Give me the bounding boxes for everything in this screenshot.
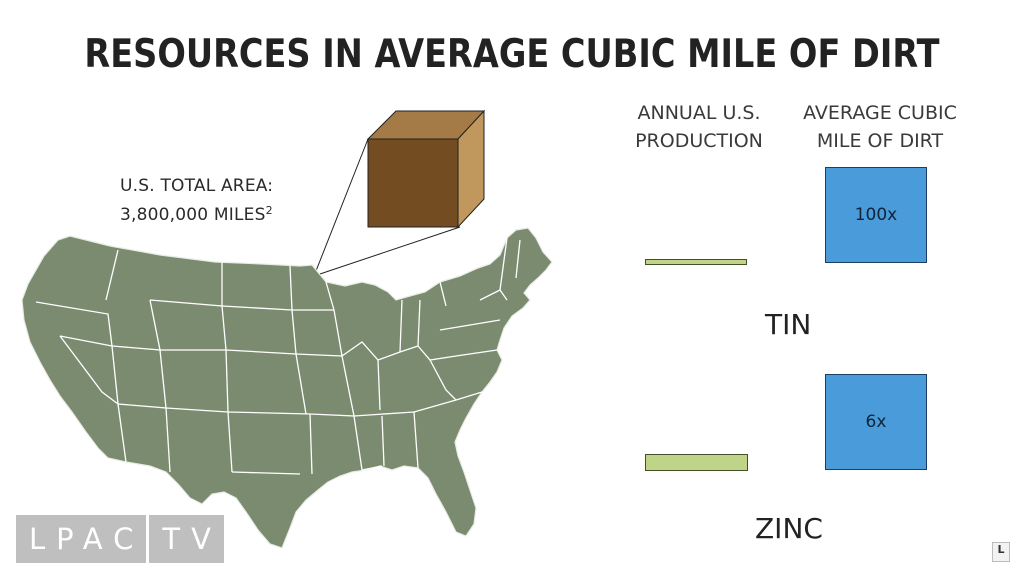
production-heading-line2: PRODUCTION xyxy=(635,130,763,152)
logo-lpac: LPAC xyxy=(16,515,147,563)
corner-badge-icon[interactable]: L xyxy=(992,542,1010,562)
zinc-label: ZINC xyxy=(755,512,823,545)
us-map-illustration xyxy=(21,109,553,549)
cube-front-face xyxy=(367,138,459,228)
lpac-tv-logo: LPAC TV xyxy=(16,515,224,563)
tin-label: TIN xyxy=(765,308,812,341)
average-cubic-mile-heading: AVERAGE CUBIC MILE OF DIRT xyxy=(782,99,978,155)
tin-multiplier: 100x xyxy=(854,205,898,225)
zinc-multiplier: 6x xyxy=(865,412,887,432)
production-heading-line1: ANNUAL U.S. xyxy=(637,102,761,124)
tin-production-bar xyxy=(645,259,747,265)
logo-tv: TV xyxy=(149,515,224,563)
dirt-heading-line2: MILE OF DIRT xyxy=(816,130,944,152)
zinc-dirt-square: 6x xyxy=(825,374,927,470)
zinc-production-bar xyxy=(645,454,748,471)
slide-title: RESOURCES IN AVERAGE CUBIC MILE OF DIRT xyxy=(84,32,940,77)
callout-line-lower xyxy=(313,226,461,277)
us-map-shape xyxy=(21,227,553,549)
area-label-line1: U.S. TOTAL AREA: xyxy=(120,176,274,196)
callout-line-upper xyxy=(313,138,369,277)
us-total-area-label: U.S. TOTAL AREA: 3,800,000 MILES2 xyxy=(120,172,273,231)
area-superscript: 2 xyxy=(265,204,273,217)
annual-us-production-heading: ANNUAL U.S. PRODUCTION xyxy=(606,99,792,155)
tin-dirt-square: 100x xyxy=(825,167,927,263)
state-borders xyxy=(35,237,521,475)
cube-icon xyxy=(366,109,486,229)
dirt-heading-line1: AVERAGE CUBIC xyxy=(803,102,957,124)
area-value: 3,800,000 MILES xyxy=(120,205,266,225)
area-label-line2: 3,800,000 MILES2 xyxy=(120,201,273,231)
